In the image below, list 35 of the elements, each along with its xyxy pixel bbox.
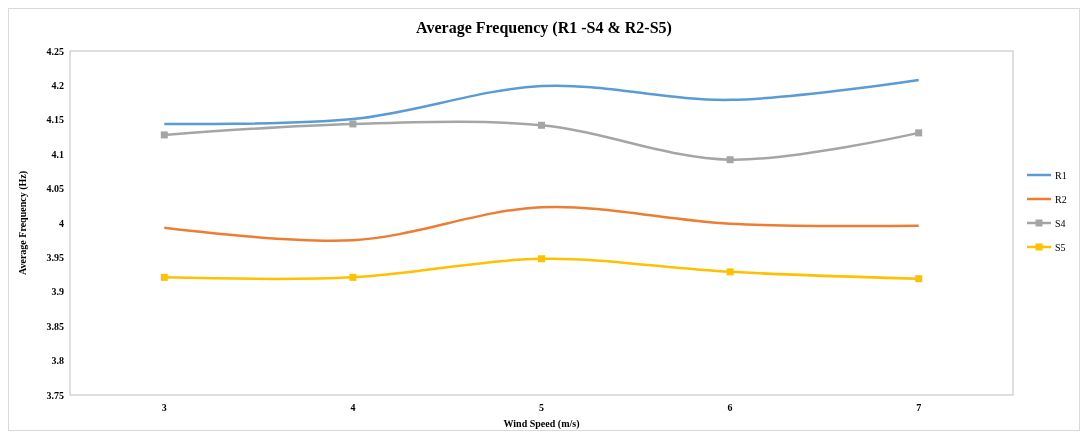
point	[160, 131, 168, 139]
legend-label: S4	[1055, 217, 1066, 229]
y-tick-label: 3.9	[51, 286, 64, 298]
line-series	[163, 205, 920, 242]
legend-label: S5	[1055, 241, 1066, 253]
x-tick-label: 4	[350, 402, 356, 413]
point	[726, 156, 734, 164]
point	[726, 268, 734, 276]
point	[349, 120, 357, 128]
point	[915, 275, 923, 283]
y-tick-label: 4.15	[46, 114, 64, 126]
y-tick-label: 4.25	[46, 45, 64, 57]
y-tick-label: 3.85	[46, 320, 64, 332]
y-tick-label: 4.2	[51, 79, 64, 91]
y-tick-label: 3.95	[46, 251, 64, 263]
line-series	[163, 78, 920, 126]
y-tick-label: 3.75	[46, 389, 64, 401]
y-tick-label: 4.1	[51, 148, 64, 160]
y-tick-label: 4.05	[46, 183, 64, 195]
x-tick-label: 3	[161, 402, 167, 413]
x-axis-title: Wind Speed (m/s)	[503, 418, 580, 430]
point	[538, 255, 545, 263]
legend-label: R2	[1055, 193, 1067, 205]
x-tick-label: 6	[727, 402, 733, 413]
chart-title: Average Frequency (R1 -S4 & R2-S5)	[416, 19, 672, 37]
point	[160, 273, 168, 281]
y-tick-label: 3.8	[51, 355, 64, 367]
x-tick-label: 7	[916, 402, 922, 413]
x-tick-label: 5	[539, 402, 544, 413]
point	[349, 273, 357, 281]
y-axis-title: Average Frequency (Hz)	[17, 170, 29, 276]
point	[915, 129, 923, 137]
point	[538, 121, 545, 129]
y-tick-label: 4	[59, 217, 64, 229]
legend-label: R1	[1055, 169, 1067, 181]
